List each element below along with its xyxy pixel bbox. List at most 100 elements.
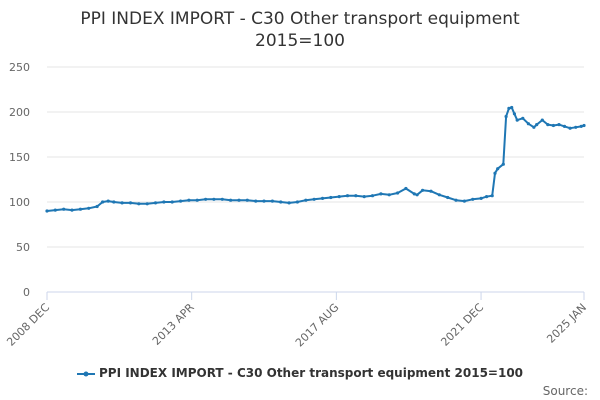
data-point xyxy=(546,123,550,127)
data-point xyxy=(574,125,578,129)
data-point xyxy=(204,197,208,201)
series-layer xyxy=(45,105,586,213)
data-point xyxy=(462,199,466,203)
data-point xyxy=(320,196,325,200)
data-point xyxy=(145,202,149,206)
data-point xyxy=(287,201,291,205)
data-point xyxy=(179,199,183,203)
data-point xyxy=(62,207,66,211)
chart-title-line1: PPI INDEX IMPORT - C30 Other transport e… xyxy=(80,9,520,29)
data-point xyxy=(446,195,450,200)
data-point xyxy=(87,206,91,210)
data-point xyxy=(496,167,500,171)
data-point xyxy=(112,200,116,204)
data-point xyxy=(396,191,400,195)
data-point xyxy=(540,118,544,122)
legend-label: PPI INDEX IMPORT - C30 Other transport e… xyxy=(98,366,524,380)
data-point xyxy=(437,193,441,197)
data-point xyxy=(387,193,391,197)
data-point xyxy=(128,201,133,205)
data-point xyxy=(510,105,514,110)
data-point xyxy=(270,199,274,203)
data-point xyxy=(515,118,519,122)
data-point xyxy=(512,112,517,116)
data-point xyxy=(412,192,416,196)
legend-marker-icon xyxy=(76,371,95,376)
y-tick-label: 100 xyxy=(9,196,30,209)
data-point xyxy=(362,195,366,199)
x-tick-label: 2017 AUG xyxy=(293,301,342,350)
data-point xyxy=(404,186,408,191)
data-point xyxy=(501,162,505,166)
data-point xyxy=(507,106,511,110)
data-point xyxy=(479,196,483,200)
data-point xyxy=(421,188,425,192)
chart-title-line2: 2015=100 xyxy=(255,31,345,51)
data-point xyxy=(471,197,475,201)
data-point xyxy=(568,126,572,130)
axis-layer: 0 50 100 150 200 250 2008 DEC 2013 APR 2017 AUG 2… xyxy=(4,61,589,349)
data-point xyxy=(535,123,539,127)
y-tick-label: 0 xyxy=(23,286,30,299)
grid-layer xyxy=(47,66,584,248)
data-point xyxy=(279,200,283,204)
series-line xyxy=(46,106,585,212)
data-point xyxy=(195,198,199,202)
data-point xyxy=(45,209,49,213)
data-point xyxy=(493,171,497,175)
data-point xyxy=(551,123,556,128)
y-tick-label: 150 xyxy=(9,151,30,164)
data-point xyxy=(582,123,586,128)
data-point xyxy=(153,201,158,205)
data-point xyxy=(304,198,308,202)
data-point xyxy=(345,194,350,198)
data-point xyxy=(53,208,57,212)
data-point xyxy=(337,195,341,199)
legend[interactable]: PPI INDEX IMPORT - C30 Other transport e… xyxy=(0,366,600,380)
data-point xyxy=(370,194,375,198)
data-point xyxy=(379,192,383,196)
data-point xyxy=(429,189,433,193)
data-point xyxy=(162,200,166,204)
data-point xyxy=(95,204,99,209)
data-point xyxy=(490,194,494,198)
data-point xyxy=(562,124,567,128)
data-point xyxy=(532,125,536,129)
data-point xyxy=(354,194,358,198)
data-point xyxy=(237,198,241,202)
x-tick-label: 2025 JAN xyxy=(544,301,589,346)
data-point xyxy=(415,193,419,197)
x-tick-label: 2013 APR xyxy=(150,301,197,348)
data-point xyxy=(212,197,216,201)
data-point xyxy=(504,114,508,119)
y-tick-label: 50 xyxy=(16,241,30,254)
y-tick-label: 200 xyxy=(9,106,30,119)
data-point xyxy=(521,116,525,120)
data-point xyxy=(485,195,489,199)
data-point xyxy=(526,122,531,126)
data-point xyxy=(245,198,249,202)
x-tick-label: 2021 DEC xyxy=(438,301,486,349)
data-point xyxy=(295,200,299,204)
y-tick-label: 250 xyxy=(9,61,30,74)
data-point xyxy=(187,198,191,202)
data-point xyxy=(106,199,110,203)
data-point xyxy=(254,199,258,203)
chart-title: PPI INDEX IMPORT - C30 Other transport e… xyxy=(0,8,600,52)
data-point xyxy=(78,207,82,211)
data-point xyxy=(579,124,583,128)
source-label: Source: xyxy=(542,384,588,398)
x-tick-label: 2008 DEC xyxy=(4,301,52,349)
data-point xyxy=(557,123,561,127)
data-point xyxy=(329,195,333,200)
data-point xyxy=(70,208,74,212)
data-point xyxy=(101,200,105,204)
data-point xyxy=(220,197,224,201)
data-point xyxy=(170,200,174,204)
data-point xyxy=(454,198,458,202)
data-point xyxy=(229,198,233,202)
data-point xyxy=(120,201,124,205)
data-point xyxy=(312,197,316,201)
data-point xyxy=(137,202,141,206)
